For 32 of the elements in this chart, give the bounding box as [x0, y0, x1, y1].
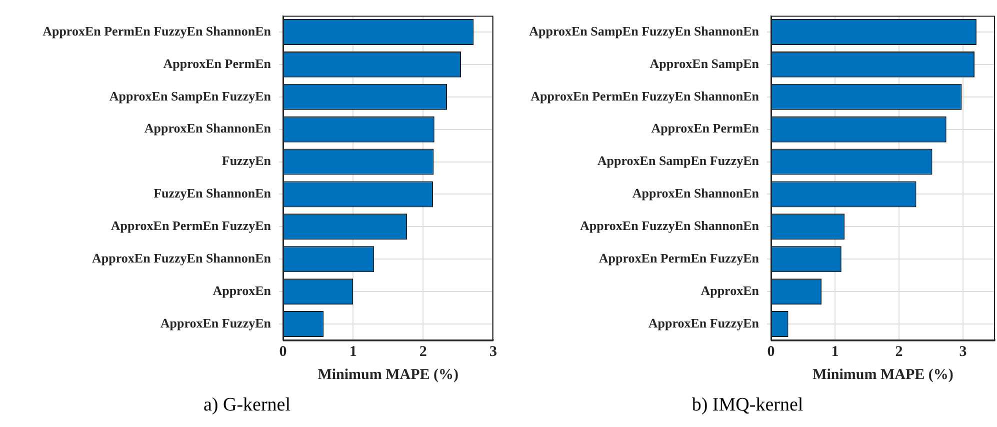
y-tick-label: ApproxEn FuzzyEn ShannonEn — [92, 250, 272, 266]
x-axis-title: Minimum MAPE (%) — [318, 367, 459, 384]
x-tick-label: 2 — [419, 344, 427, 360]
y-tick-label: ApproxEn PermEn FuzzyEn — [598, 250, 760, 266]
x-tick-label: 0 — [767, 344, 775, 360]
y-tick-label: ApproxEn SampEn FuzzyEn — [597, 153, 760, 168]
y-tick-label: ApproxEn FuzzyEn — [648, 315, 760, 330]
y-tick-label: ApproxEn — [212, 282, 272, 298]
y-tick-label: FuzzyEn — [222, 153, 272, 168]
y-tick-label: ApproxEn PermEn FuzzyEn ShannonEn — [42, 23, 272, 38]
x-axis-title: Minimum MAPE (%) — [812, 367, 954, 384]
y-tick-label: ApproxEn PermEn FuzzyEn — [110, 218, 272, 234]
y-tick-label: ApproxEn — [700, 282, 760, 298]
x-tick-label: 1 — [349, 344, 357, 360]
x-tick-label: 0 — [279, 344, 287, 360]
x-tick-label: 3 — [490, 344, 497, 360]
y-tick-label: FuzzyEn ShannonEn — [154, 186, 272, 201]
y-tick-label: ApproxEn FuzzyEn ShannonEn — [580, 218, 760, 234]
text: a) G-kernel — [203, 394, 291, 416]
x-tick-label: 1 — [831, 344, 839, 360]
y-tick-label: ApproxEn FuzzyEn — [160, 315, 272, 330]
y-tick-label: ApproxEn ShannonEn — [144, 120, 272, 136]
y-tick-label: ApproxEn SampEn FuzzyEn — [109, 88, 272, 104]
y-tick-label: ApproxEn PermEn — [651, 120, 760, 136]
x-tick-label: 2 — [895, 344, 903, 360]
y-tick-label: ApproxEn SampEn FuzzyEn ShannonEn — [529, 23, 760, 38]
y-tick-label: ApproxEn PermEn FuzzyEn ShannonEn — [530, 88, 760, 104]
y-tick-label: ApproxEn SampEn — [650, 56, 760, 71]
text: b) IMQ-kernel — [692, 394, 804, 416]
y-tick-label: ApproxEn ShannonEn — [632, 186, 760, 201]
x-tick-label: 3 — [959, 344, 967, 360]
y-tick-label: ApproxEn PermEn — [163, 56, 272, 71]
